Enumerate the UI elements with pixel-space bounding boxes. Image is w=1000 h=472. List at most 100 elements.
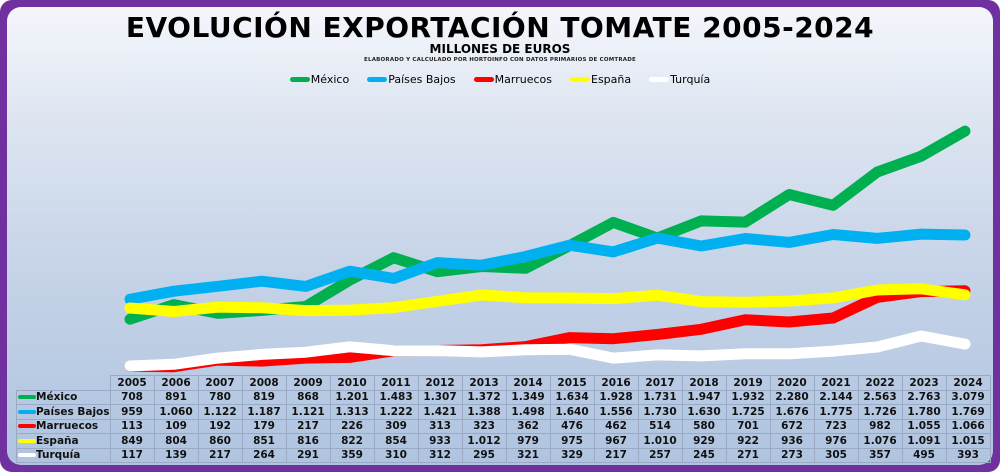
data-label: 1.676 <box>769 404 815 420</box>
x-tick-label: 2012 <box>417 375 463 391</box>
data-label: 323 <box>461 418 507 434</box>
legend-item-mexico: México <box>289 73 349 86</box>
data-label: 1.121 <box>285 404 331 420</box>
data-label: 822 <box>329 433 375 449</box>
table-row: Marruecos 113 109 192 179 217 226 309 313 323 362 4… <box>16 418 991 434</box>
data-label: 264 <box>241 447 287 463</box>
legend-swatch-paises-bajos <box>367 77 388 82</box>
data-label: 1.313 <box>329 404 375 420</box>
data-label: 139 <box>153 447 199 463</box>
data-label: 816 <box>285 433 331 449</box>
data-label: 1.015 <box>945 433 991 449</box>
x-tick-label: 2015 <box>549 375 595 391</box>
data-label: 1.634 <box>549 389 595 405</box>
data-label: 1.421 <box>417 404 463 420</box>
data-label: 1.372 <box>461 389 507 405</box>
x-tick-label: 2022 <box>857 375 903 391</box>
data-label: 305 <box>813 447 859 463</box>
table-row: Turquía 117 139 217 264 291 359 310 312 295 321 329… <box>16 447 991 463</box>
x-tick-label: 2014 <box>505 375 551 391</box>
data-label: 2.280 <box>769 389 815 405</box>
data-label: 1.307 <box>417 389 463 405</box>
data-label: 1.556 <box>593 404 639 420</box>
data-label: 179 <box>241 418 287 434</box>
x-tick-label: 2008 <box>241 375 287 391</box>
data-label: 976 <box>813 433 859 449</box>
data-label: 1.731 <box>637 389 683 405</box>
data-label: 495 <box>901 447 947 463</box>
data-label: 1.769 <box>945 404 991 420</box>
x-tick-label: 2007 <box>197 375 243 391</box>
data-label: 580 <box>681 418 727 434</box>
x-tick-label: 2005 <box>109 375 155 391</box>
data-label: 1.928 <box>593 389 639 405</box>
data-label: 217 <box>197 447 243 463</box>
data-label: 514 <box>637 418 683 434</box>
series-line-turquía <box>124 330 971 372</box>
x-tick-label: 2006 <box>153 375 199 391</box>
data-label: 1.947 <box>681 389 727 405</box>
data-label: 723 <box>813 418 859 434</box>
x-tick-label: 2013 <box>461 375 507 391</box>
data-label: 309 <box>373 418 419 434</box>
data-label: 1.122 <box>197 404 243 420</box>
data-label: 1.201 <box>329 389 375 405</box>
row-header: Países Bajos <box>16 404 111 420</box>
data-label: 936 <box>769 433 815 449</box>
data-label: 217 <box>593 447 639 463</box>
data-label: 975 <box>549 433 595 449</box>
data-label: 257 <box>637 447 683 463</box>
data-label: 362 <box>505 418 551 434</box>
legend-key-swatch <box>18 409 36 414</box>
table-corner <box>16 375 111 391</box>
x-tick-label: 2018 <box>681 375 727 391</box>
data-label: 1.066 <box>945 418 991 434</box>
data-label: 2.763 <box>901 389 947 405</box>
x-tick-label: 2009 <box>285 375 331 391</box>
data-label: 1.010 <box>637 433 683 449</box>
data-label: 1.630 <box>681 404 727 420</box>
data-label: 851 <box>241 433 287 449</box>
data-label: 271 <box>725 447 771 463</box>
data-label: 1.222 <box>373 404 419 420</box>
series-name: España <box>36 434 79 447</box>
legend-label-turquia: Turquía <box>670 73 711 86</box>
x-tick-label: 2011 <box>373 375 419 391</box>
legend: México Países Bajos Marruecos España Tur… <box>0 73 1000 86</box>
data-label: 1.725 <box>725 404 771 420</box>
legend-item-marruecos: Marruecos <box>473 73 552 86</box>
data-label: 109 <box>153 418 199 434</box>
data-label: 313 <box>417 418 463 434</box>
data-label: 3.079 <box>945 389 991 405</box>
series-name: Países Bajos <box>36 405 110 418</box>
legend-key-swatch <box>18 395 36 400</box>
chart-source-note: ELABORADO Y CALCULADO POR HORTOINFO CON … <box>364 57 636 63</box>
legend-key-swatch <box>18 424 36 429</box>
data-label: 310 <box>373 447 419 463</box>
x-tick-label: 2016 <box>593 375 639 391</box>
series-line-marruecos <box>124 285 971 373</box>
data-label: 357 <box>857 447 903 463</box>
data-label: 868 <box>285 389 331 405</box>
series-line-españa <box>124 283 971 317</box>
data-label: 922 <box>725 433 771 449</box>
data-label: 393 <box>945 447 991 463</box>
legend-item-espana: España <box>570 73 631 86</box>
data-label: 2.563 <box>857 389 903 405</box>
data-label: 217 <box>285 418 331 434</box>
data-label: 312 <box>417 447 463 463</box>
data-label: 780 <box>197 389 243 405</box>
data-label: 1.483 <box>373 389 419 405</box>
data-label: 860 <box>197 433 243 449</box>
x-tick-label: 2017 <box>637 375 683 391</box>
series-name: Turquía <box>36 449 81 462</box>
data-label: 1.076 <box>857 433 903 449</box>
data-label: 295 <box>461 447 507 463</box>
x-tick-label: 2023 <box>901 375 947 391</box>
data-label: 291 <box>285 447 331 463</box>
data-label: 982 <box>857 418 903 434</box>
data-label: 1.932 <box>725 389 771 405</box>
data-label: 708 <box>109 389 155 405</box>
data-label: 1.775 <box>813 404 859 420</box>
